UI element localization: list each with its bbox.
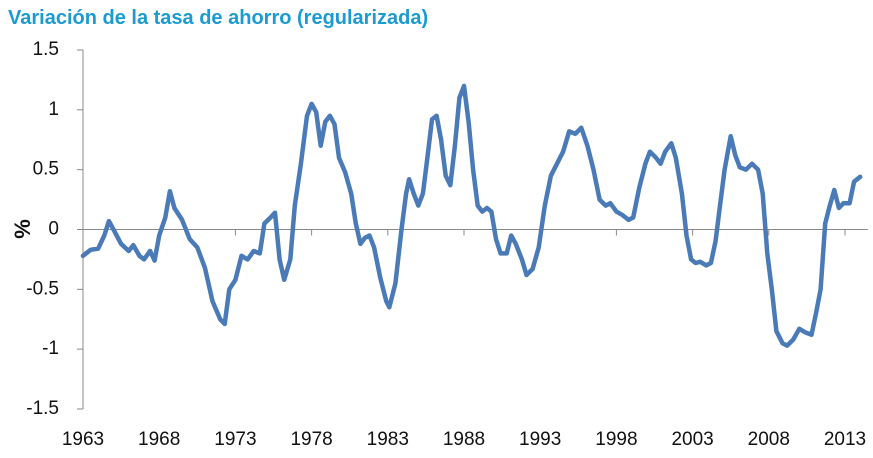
x-tick-label: 1988: [443, 429, 485, 450]
y-tick-label: -1.5: [26, 398, 59, 419]
y-tick-label: -0.5: [26, 278, 59, 299]
x-tick-label: 1973: [214, 429, 256, 450]
x-tick-label: 2008: [748, 429, 790, 450]
x-tick-label: 2003: [671, 429, 713, 450]
x-tick-label: 1983: [367, 429, 409, 450]
x-tick-label: 1978: [290, 429, 332, 450]
line-series: [80, 83, 863, 348]
y-tick-label: 0.5: [33, 159, 59, 180]
x-tick-label: 1993: [519, 429, 561, 450]
x-tick-label: 1998: [595, 429, 637, 450]
x-tick-label: 1968: [138, 429, 180, 450]
x-tick-label: 1963: [62, 429, 104, 450]
y-tick-label: -1: [42, 338, 59, 359]
y-tick-label: 0: [48, 219, 59, 240]
y-tick-label: 1: [48, 99, 59, 120]
chart-title: Variación de la tasa de ahorro (regulari…: [8, 7, 428, 29]
y-axis-label: %: [10, 219, 35, 239]
x-tick-label: 2013: [824, 429, 866, 450]
y-tick-label: 1.5: [33, 39, 59, 60]
